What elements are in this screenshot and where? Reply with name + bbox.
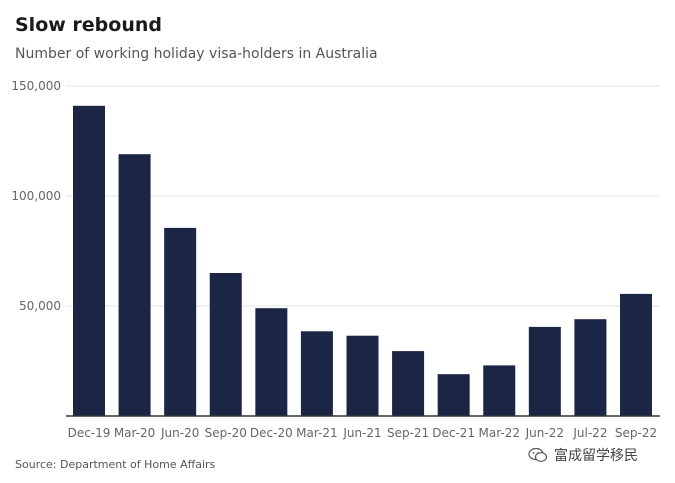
bar: [528, 326, 561, 416]
x-tick-label: Mar-22: [479, 426, 520, 440]
bar: [118, 154, 151, 416]
watermark: 富成留学移民: [528, 445, 638, 465]
bar: [574, 319, 607, 416]
x-tick-label: Sep-20: [205, 426, 247, 440]
chart-title: Slow rebound: [15, 14, 162, 36]
x-tick-label: Dec-20: [250, 426, 293, 440]
x-tick-label: Mar-20: [114, 426, 155, 440]
bar: [437, 374, 470, 416]
bar: [483, 365, 516, 416]
x-tick-label: Jul-22: [572, 426, 607, 440]
wechat-icon: [528, 447, 548, 463]
y-tick-label: 150,000: [11, 79, 61, 93]
bar: [300, 331, 333, 416]
chart-subtitle: Number of working holiday visa-holders i…: [15, 46, 378, 62]
x-tick-label: Mar-21: [296, 426, 337, 440]
y-tick-label: 100,000: [11, 189, 61, 203]
bar: [73, 105, 105, 417]
x-tick-label: Dec-21: [432, 426, 475, 440]
bar: [164, 227, 197, 416]
x-tick-label: Dec-19: [68, 426, 111, 440]
bar: [392, 351, 425, 416]
x-tick-label: Jun-22: [525, 426, 564, 440]
bar: [255, 308, 288, 416]
bar: [620, 293, 652, 416]
bar: [209, 273, 242, 416]
x-tick-label: Sep-22: [615, 426, 657, 440]
bar: [346, 335, 379, 416]
x-tick-label: Sep-21: [387, 426, 429, 440]
watermark-text: 富成留学移民: [554, 448, 638, 464]
y-tick-label: 50,000: [19, 299, 61, 313]
x-tick-label: Jun-20: [160, 426, 199, 440]
source-note: Source: Department of Home Affairs: [15, 458, 216, 471]
x-tick-label: Jun-21: [342, 426, 381, 440]
